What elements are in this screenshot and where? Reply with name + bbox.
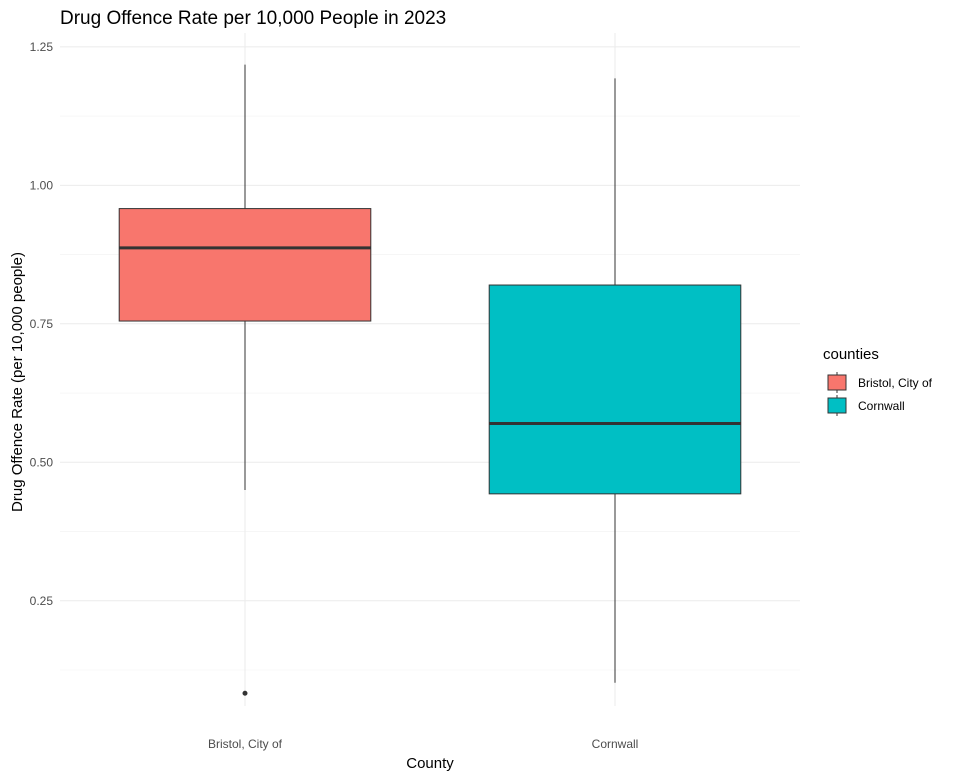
y-axis-title: Drug Offence Rate (per 10,000 people) [9,252,26,512]
y-tick-label: 0.25 [30,594,54,608]
y-tick-label: 0.75 [30,317,54,331]
x-tick-label: Cornwall [592,737,639,751]
box-1 [118,64,372,696]
legend-label: Bristol, City of [858,376,933,390]
box-2 [488,78,742,683]
legend-item: Bristol, City of [827,372,933,393]
y-tick-label: 1.25 [30,40,54,54]
legend-item: Cornwall [827,395,905,416]
box-series [118,64,742,696]
legend-label: Cornwall [858,399,905,413]
iqr-box [488,284,742,495]
legend-key-swatch [827,397,847,414]
x-axis-title: County [406,755,454,772]
y-tick-label: 1.00 [30,178,54,192]
y-tick-labels: 0.25 0.50 0.75 1.00 1.25 [30,40,54,608]
x-tick-label: Bristol, City of [208,737,283,751]
y-tick-label: 0.50 [30,455,54,469]
legend-key-swatch [827,374,847,391]
iqr-box [118,208,372,322]
x-tick-labels: Bristol, City of Cornwall [208,737,638,751]
legend-title: counties [823,346,879,363]
outlier-point [242,690,248,696]
legend: counties Bristol, City of Cornwall [823,346,933,416]
chart-title: Drug Offence Rate per 10,000 People in 2… [60,8,446,29]
